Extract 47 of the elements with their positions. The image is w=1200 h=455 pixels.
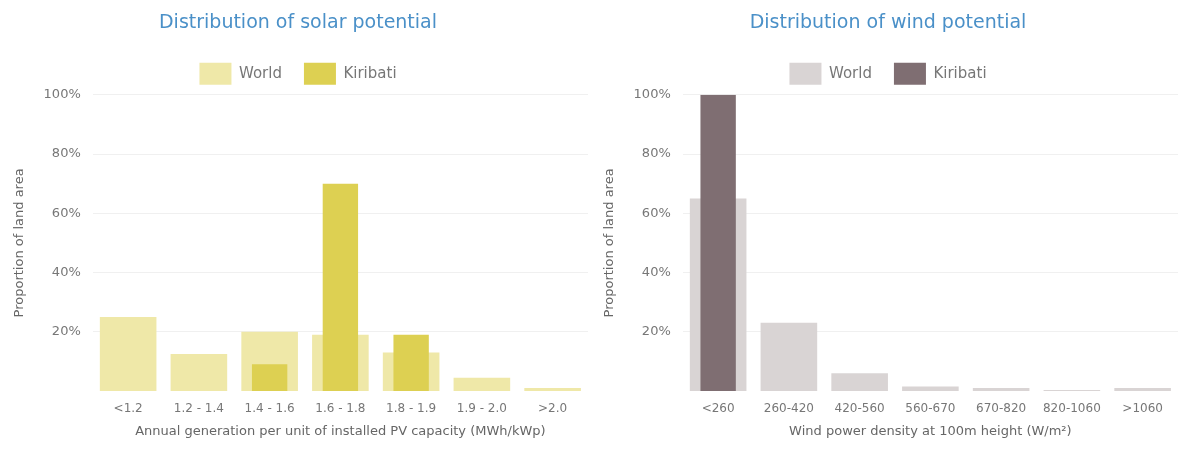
x-tick-label: 420-560 [834,401,885,416]
bar [902,386,959,391]
y-tick-label: 60% [641,204,671,220]
x-tick-label: 1.8 - 1.9 [386,401,437,416]
bar [251,364,288,391]
y-tick-label: 40% [641,263,671,279]
legend-label: World [238,63,282,82]
x-tick-label: <260 [701,401,735,416]
chart-title: Distribution of wind potential [749,10,1027,33]
y-axis-title: Proportion of land area [601,168,617,318]
y-tick-label: 100% [43,86,81,102]
bar [760,322,818,391]
y-tick-label: 20% [51,323,81,339]
bar [1114,388,1171,391]
y-tick-label: 80% [51,145,81,161]
bar [700,94,736,391]
bar [972,388,1030,391]
bar [99,316,157,391]
bar [524,388,581,391]
y-tick-label: 60% [51,204,81,220]
x-tick-label: 670-820 [976,401,1027,416]
x-tick-label: <1.2 [113,401,143,416]
bar [831,373,888,391]
legend-label: Kiribati [343,63,397,82]
x-tick-label: >2.0 [538,401,568,416]
x-tick-label: 1.2 - 1.4 [173,401,224,416]
x-tick-label: 1.4 - 1.6 [244,401,295,416]
chart-title: Distribution of solar potential [158,10,438,33]
x-axis-title: Annual generation per unit of installed PV capacity (MWh/kWp) [135,422,546,438]
x-tick-label: 1.6 - 1.8 [315,401,366,416]
x-axis-title: Wind power density at 100m height (W/m²) [789,422,1072,438]
x-tick-label: 260-420 [763,401,814,416]
bar [393,334,429,391]
y-tick-label: 80% [641,145,671,161]
bar [453,377,511,391]
x-tick-label: 560-670 [905,401,956,416]
x-tick-label: 1.9 - 2.0 [456,401,507,416]
x-tick-label: 820-1060 [1042,401,1101,416]
bar [170,353,228,391]
y-tick-label: 100% [633,86,671,102]
y-tick-label: 40% [51,263,81,279]
x-tick-label: >1060 [1122,401,1163,416]
legend-label: World [828,63,872,82]
bar [322,183,359,391]
y-tick-label: 20% [641,323,671,339]
y-axis-title: Proportion of land area [11,168,27,318]
legend-label: Kiribati [933,63,987,82]
